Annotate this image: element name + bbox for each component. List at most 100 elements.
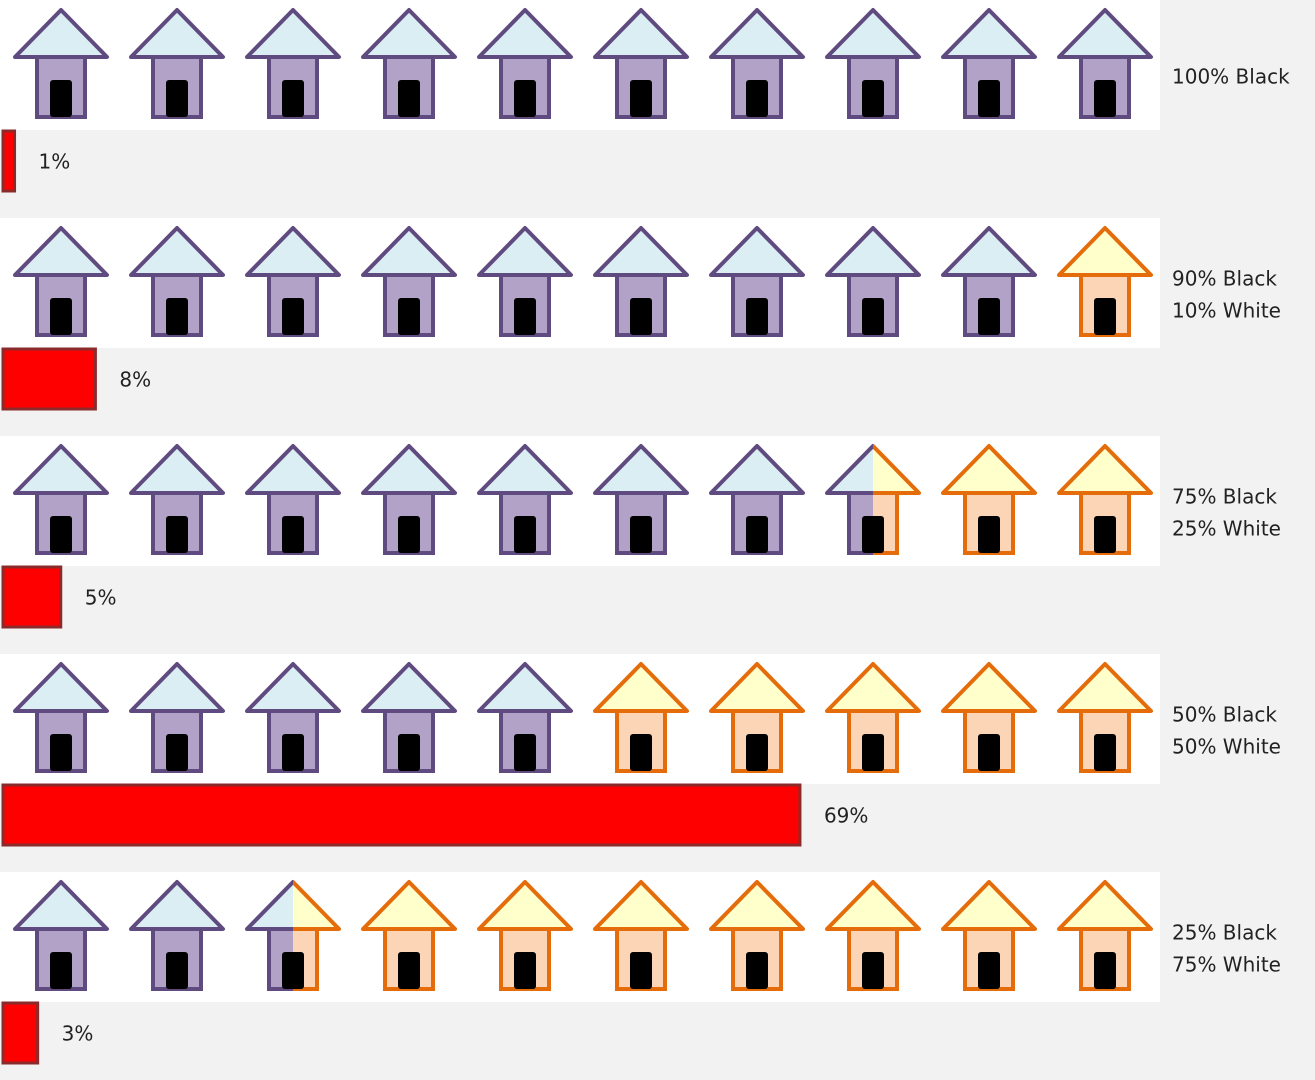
house-door xyxy=(1094,734,1116,771)
house-roof xyxy=(709,226,805,277)
black-house xyxy=(129,226,225,337)
black-house xyxy=(477,444,573,555)
black-house xyxy=(593,226,689,337)
house-door xyxy=(1094,952,1116,989)
house-door xyxy=(862,298,884,335)
row-label: 10% White xyxy=(1172,299,1281,323)
row-label: 25% Black xyxy=(1172,921,1277,945)
house-door xyxy=(398,734,420,771)
bar xyxy=(1,347,97,411)
house-door xyxy=(282,516,304,553)
house-door xyxy=(978,298,1000,335)
white-house xyxy=(1057,662,1153,773)
house-roof xyxy=(477,662,573,713)
house-door xyxy=(862,734,884,771)
bar xyxy=(1,783,802,847)
black-house xyxy=(593,8,689,119)
black-house xyxy=(13,880,109,991)
house-roof xyxy=(825,8,921,59)
house-door xyxy=(514,80,536,117)
house-door xyxy=(282,80,304,117)
house-roof xyxy=(709,880,805,931)
row-label: 50% White xyxy=(1172,735,1281,759)
house-roof xyxy=(941,444,1037,495)
house-roof xyxy=(1057,662,1153,713)
bar-label: 8% xyxy=(119,368,151,392)
black-house xyxy=(825,444,873,555)
white-house xyxy=(825,662,921,773)
bar xyxy=(1,1001,40,1065)
house-roof xyxy=(1057,444,1153,495)
black-house xyxy=(129,8,225,119)
black-house xyxy=(13,226,109,337)
black-house xyxy=(1057,8,1153,119)
house-door xyxy=(514,952,536,989)
house-roof xyxy=(709,662,805,713)
house-door xyxy=(873,516,884,553)
black-house xyxy=(129,444,225,555)
bar-label: 1% xyxy=(39,150,71,174)
house-door xyxy=(398,516,420,553)
house-roof xyxy=(1057,8,1153,59)
house-door xyxy=(282,952,293,989)
white-house xyxy=(825,880,921,991)
house-roof xyxy=(245,8,341,59)
house-roof xyxy=(825,880,921,931)
bar xyxy=(1,129,17,193)
house-roof xyxy=(593,662,689,713)
house-door xyxy=(398,952,420,989)
black-house xyxy=(593,444,689,555)
black-house xyxy=(477,662,573,773)
house-door xyxy=(630,516,652,553)
black-house xyxy=(129,880,225,991)
white-house xyxy=(873,444,921,555)
house-roof xyxy=(361,8,457,59)
house-door xyxy=(50,952,72,989)
house-roof xyxy=(361,662,457,713)
house-door xyxy=(514,298,536,335)
house-roof xyxy=(1057,226,1153,277)
white-house xyxy=(709,662,805,773)
row-label: 75% Black xyxy=(1172,485,1277,509)
house-roof xyxy=(13,662,109,713)
house-door xyxy=(398,298,420,335)
house-roof xyxy=(13,444,109,495)
house-door xyxy=(398,80,420,117)
row-label: 25% White xyxy=(1172,517,1281,541)
house-door xyxy=(746,734,768,771)
house-door xyxy=(50,734,72,771)
black-house xyxy=(709,444,805,555)
black-house xyxy=(825,226,921,337)
house-door xyxy=(746,952,768,989)
house-door xyxy=(978,734,1000,771)
house-door xyxy=(862,952,884,989)
black-house xyxy=(245,226,341,337)
house-roof xyxy=(13,226,109,277)
house-door xyxy=(1094,516,1116,553)
row-label: 50% Black xyxy=(1172,703,1277,727)
black-house xyxy=(13,8,109,119)
bar-label: 69% xyxy=(824,804,868,828)
house-roof xyxy=(245,662,341,713)
black-house xyxy=(709,8,805,119)
black-house xyxy=(361,662,457,773)
house-row xyxy=(13,226,1153,337)
bar xyxy=(1,565,63,629)
house-roof xyxy=(293,880,341,931)
house-door xyxy=(630,952,652,989)
house-roof xyxy=(941,880,1037,931)
house-roof xyxy=(593,226,689,277)
house-door xyxy=(862,80,884,117)
house-door xyxy=(862,516,873,553)
bar-label: 5% xyxy=(85,586,117,610)
house-roof xyxy=(941,8,1037,59)
house-roof xyxy=(825,662,921,713)
house-roof xyxy=(13,8,109,59)
house-door xyxy=(1094,80,1116,117)
house-roof xyxy=(873,444,921,495)
house-door xyxy=(746,80,768,117)
house-roof xyxy=(129,662,225,713)
black-house xyxy=(941,8,1037,119)
house-roof xyxy=(941,662,1037,713)
